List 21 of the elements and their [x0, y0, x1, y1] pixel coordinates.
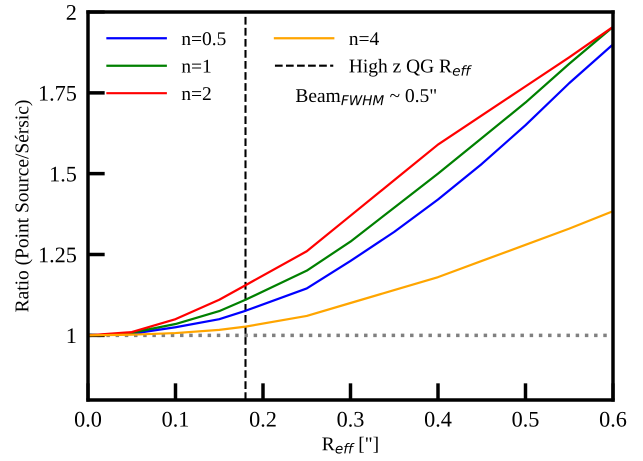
y-tick-label: 2: [66, 4, 76, 20]
x-tick-label: 0.2: [250, 412, 276, 427]
legend-label: n=0.5: [182, 32, 226, 46]
x-tick-label: 0.1: [162, 412, 188, 427]
y-tick-label: 1.75: [40, 86, 76, 101]
legend-label: n=2: [182, 87, 211, 100]
legend-label: n=1: [182, 60, 211, 73]
y-tick-label: 1.5: [51, 166, 76, 182]
x-tick-label: 0.4: [424, 412, 452, 427]
y-tick-label: 1.25: [40, 247, 76, 263]
y-axis-title: Ratio (Point Source/Sérsic): [14, 100, 32, 312]
x-tick-label: 0.5: [512, 412, 539, 427]
legend-label: n=4: [349, 32, 379, 46]
x-axis-title: R$_{eff}$ ["]: [322, 436, 378, 454]
x-tick-label: 0.3: [337, 412, 364, 427]
legend-label: High z QG R$_{eff}$: [349, 58, 472, 77]
y-tick-label: 1: [68, 328, 76, 344]
x-tick-label: 0.6: [600, 412, 626, 427]
annotation: Beam$_{FWHM}$ ~ 0.5": [296, 89, 436, 106]
x-tick-label: 0.0: [74, 412, 102, 427]
line-series: [88, 210, 613, 336]
